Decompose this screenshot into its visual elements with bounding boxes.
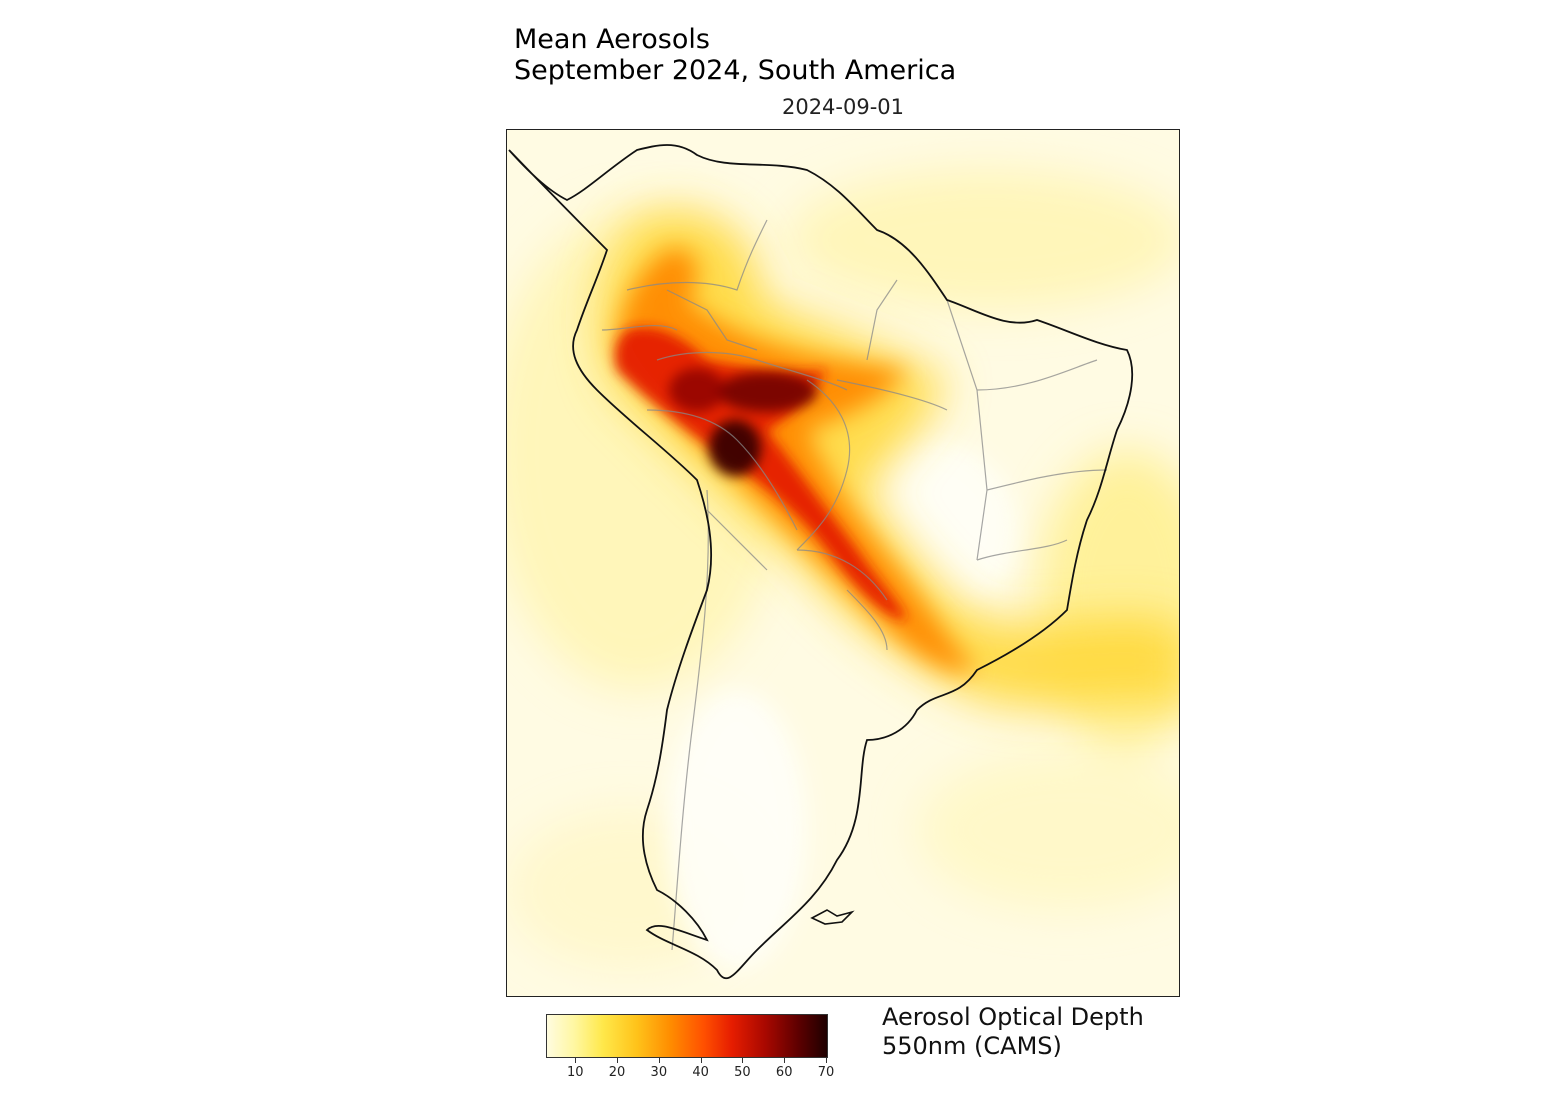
- title-line-1: Mean Aerosols: [514, 24, 710, 55]
- colorbar: 10 20 30 40 50 60 70: [546, 1014, 834, 1080]
- smoke-plume-peak: [669, 368, 817, 476]
- smoke-plume-middle: [617, 248, 977, 672]
- map-panel: [506, 129, 1180, 997]
- colorbar-title-line-1: Aerosol Optical Depth: [882, 1003, 1144, 1031]
- colorbar-tick: [700, 1058, 702, 1063]
- continent-coastline: [508, 144, 1134, 980]
- colorbar-tick: [658, 1058, 660, 1063]
- date-label: 2024-09-01: [781, 95, 905, 119]
- colorbar-tick: [617, 1058, 619, 1063]
- colorbar-title-line-2: 550nm (CAMS): [882, 1032, 1062, 1060]
- map-title: Mean Aerosols September 2024, South Amer…: [514, 24, 956, 86]
- colorbar-tick: [742, 1058, 744, 1063]
- colorbar-tick-label: 30: [650, 1065, 668, 1080]
- colorbar-tick: [784, 1058, 786, 1063]
- falkland-islands: [810, 909, 855, 925]
- colorbar-gradient: [546, 1014, 828, 1058]
- colorbar-tick-label: 60: [775, 1065, 793, 1080]
- colorbar-tick-label: 20: [608, 1065, 626, 1080]
- colorbar-title: Aerosol Optical Depth 550nm (CAMS): [882, 1003, 1144, 1061]
- title-line-2: September 2024, South America: [514, 55, 957, 86]
- colorbar-tick: [826, 1058, 827, 1063]
- aerosol-map: [507, 144, 1179, 980]
- colorbar-tick-label: 50: [734, 1065, 751, 1080]
- colorbar-tick-label: 40: [692, 1065, 709, 1080]
- colorbar-tick: [575, 1058, 577, 1063]
- colorbar-tick-label: 70: [817, 1065, 835, 1080]
- country-borders: [601, 219, 1108, 951]
- colorbar-tick-label: 10: [566, 1065, 584, 1080]
